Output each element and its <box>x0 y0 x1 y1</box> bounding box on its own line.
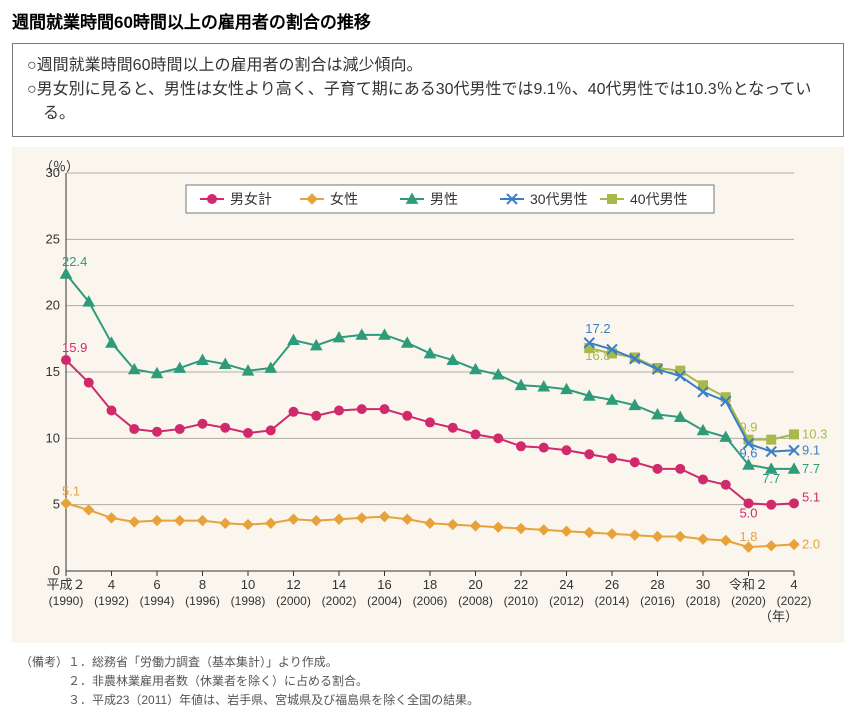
svg-text:(2012): (2012) <box>549 594 584 608</box>
svg-text:4: 4 <box>790 577 797 592</box>
svg-text:（％）: （％） <box>40 159 79 174</box>
svg-text:28: 28 <box>650 577 664 592</box>
note-3: ３．平成23（2011）年値は、岩手県、宮城県及び福島県を除く全国の結果。 <box>68 691 479 710</box>
svg-text:令和２: 令和２ <box>729 577 768 592</box>
svg-text:(2004): (2004) <box>367 594 402 608</box>
series-male40s <box>585 344 799 445</box>
svg-text:17.2: 17.2 <box>585 321 610 336</box>
svg-text:22: 22 <box>514 577 528 592</box>
svg-text:平成２: 平成２ <box>46 577 85 592</box>
svg-text:40代男性: 40代男性 <box>630 191 688 207</box>
svg-text:男性: 男性 <box>430 191 458 207</box>
svg-text:25: 25 <box>46 231 60 246</box>
svg-text:(1998): (1998) <box>231 594 266 608</box>
svg-text:(2014): (2014) <box>595 594 630 608</box>
summary-line-2: ○男女別に見ると、男性は女性より高く、子育て期にある30代男性では9.1％、40… <box>27 78 829 126</box>
svg-text:(1992): (1992) <box>94 594 129 608</box>
svg-text:4: 4 <box>108 577 115 592</box>
footnotes: （備考）１．総務省「労働力調査（基本集計）」より作成。 ２．非農林業雇用者数（休… <box>12 653 844 711</box>
svg-text:（年）: （年） <box>759 609 798 624</box>
chart-container: 0 5 10 15 20 25 30 （％） 平成２ (1990) 4 (1992) 6 (1994) 8 (… <box>12 147 844 643</box>
svg-text:(1996): (1996) <box>185 594 220 608</box>
svg-text:15.9: 15.9 <box>62 340 87 355</box>
svg-text:(2020): (2020) <box>731 594 766 608</box>
svg-text:男女計: 男女計 <box>230 191 272 207</box>
svg-text:(2006): (2006) <box>413 594 448 608</box>
svg-text:16: 16 <box>377 577 391 592</box>
svg-text:(2018): (2018) <box>686 594 721 608</box>
line-chart: 0 5 10 15 20 25 30 （％） 平成２ (1990) 4 (1992) 6 (1994) 8 (… <box>20 155 840 635</box>
svg-text:10: 10 <box>46 430 60 445</box>
note-1: １．総務省「労働力調査（基本集計）」より作成。 <box>68 653 338 672</box>
svg-text:18: 18 <box>423 577 437 592</box>
svg-text:12: 12 <box>286 577 300 592</box>
svg-text:24: 24 <box>559 577 573 592</box>
svg-text:(2010): (2010) <box>504 594 539 608</box>
svg-text:0: 0 <box>53 563 60 578</box>
svg-text:6: 6 <box>153 577 160 592</box>
svg-text:(2022): (2022) <box>777 594 812 608</box>
svg-text:26: 26 <box>605 577 619 592</box>
svg-text:5.1: 5.1 <box>802 489 820 504</box>
svg-text:(2000): (2000) <box>276 594 311 608</box>
note-2: ２．非農林業雇用者数（休業者を除く）に占める割合。 <box>68 672 368 691</box>
svg-text:20: 20 <box>46 298 60 313</box>
svg-text:14: 14 <box>332 577 346 592</box>
svg-text:30: 30 <box>696 577 710 592</box>
svg-text:(1994): (1994) <box>140 594 175 608</box>
svg-text:22.4: 22.4 <box>62 254 87 269</box>
summary-line-1: ○週間就業時間60時間以上の雇用者の割合は減少傾向。 <box>27 54 829 78</box>
note-lead: （備考） <box>20 653 68 672</box>
series-female <box>61 498 799 552</box>
svg-text:(2016): (2016) <box>640 594 675 608</box>
series-male <box>61 268 800 473</box>
svg-text:5: 5 <box>53 497 60 512</box>
svg-text:(2008): (2008) <box>458 594 493 608</box>
svg-text:2.0: 2.0 <box>802 536 820 551</box>
svg-text:15: 15 <box>46 364 60 379</box>
svg-text:9.6: 9.6 <box>739 446 757 461</box>
svg-text:10.3: 10.3 <box>802 426 827 441</box>
svg-text:8: 8 <box>199 577 206 592</box>
svg-text:女性: 女性 <box>330 191 358 207</box>
svg-text:20: 20 <box>468 577 482 592</box>
svg-text:(1990): (1990) <box>49 594 84 608</box>
svg-text:(2002): (2002) <box>322 594 357 608</box>
svg-text:9.1: 9.1 <box>802 442 820 457</box>
summary-box: ○週間就業時間60時間以上の雇用者の割合は減少傾向。 ○男女別に見ると、男性は女… <box>12 43 844 137</box>
svg-text:30代男性: 30代男性 <box>530 191 588 207</box>
svg-text:5.1: 5.1 <box>62 483 80 498</box>
page-title: 週間就業時間60時間以上の雇用者の割合の推移 <box>12 8 844 33</box>
svg-text:7.7: 7.7 <box>802 461 820 476</box>
svg-text:10: 10 <box>241 577 255 592</box>
series-total <box>62 356 799 510</box>
